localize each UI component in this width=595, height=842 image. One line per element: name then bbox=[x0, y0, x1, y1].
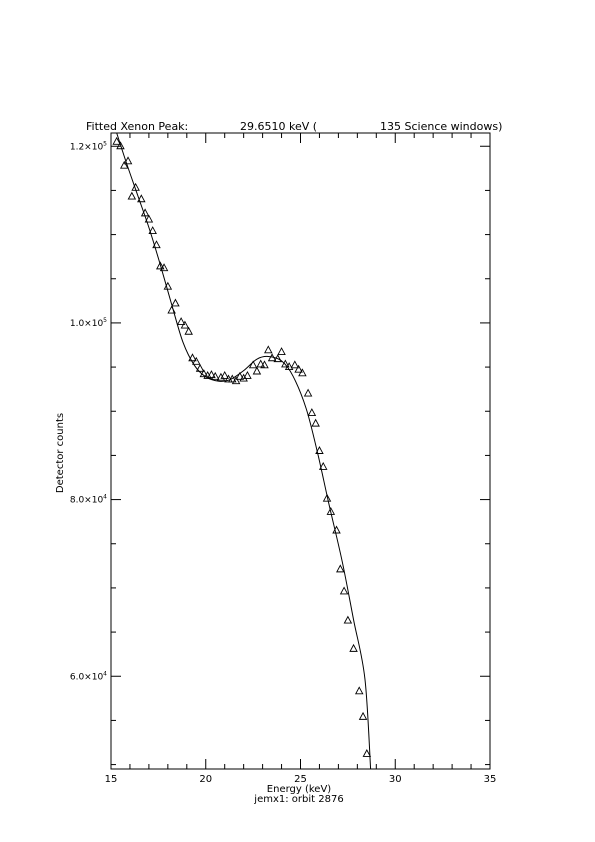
data-point-triangle bbox=[235, 371, 245, 380]
data-point-triangle bbox=[339, 586, 349, 595]
x-tick-label: 25 bbox=[294, 774, 307, 785]
data-point-triangle bbox=[140, 208, 150, 217]
y-tick-label: 1.2×105 bbox=[70, 140, 107, 152]
data-point-triangle bbox=[171, 298, 180, 307]
data-point-triangle bbox=[277, 347, 286, 356]
data-point-triangle bbox=[180, 320, 190, 329]
data-point-triangle bbox=[116, 141, 125, 150]
data-points-group bbox=[112, 136, 372, 757]
data-point-triangle bbox=[231, 376, 241, 385]
data-point-triangle bbox=[123, 156, 133, 165]
data-point-triangle bbox=[264, 345, 273, 354]
data-point-triangle bbox=[311, 418, 320, 427]
data-point-triangle bbox=[195, 363, 205, 372]
data-point-triangle bbox=[318, 461, 328, 470]
data-point-triangle bbox=[220, 370, 229, 379]
data-point-triangle bbox=[260, 360, 269, 369]
data-point-triangle bbox=[332, 525, 341, 534]
data-point-triangle bbox=[176, 317, 186, 325]
data-point-triangle bbox=[243, 370, 252, 379]
x-tick-label: 15 bbox=[105, 774, 118, 785]
data-point-triangle bbox=[290, 360, 300, 369]
data-point-triangle bbox=[152, 240, 161, 249]
plot-frame bbox=[110, 132, 491, 770]
data-point-triangle bbox=[167, 305, 176, 314]
x-tick-label: 30 bbox=[389, 774, 402, 785]
x-axis-ticks: 15 20 25 30 35 bbox=[105, 133, 497, 785]
data-point-triangle bbox=[148, 226, 157, 235]
data-point-triangle bbox=[199, 369, 209, 378]
data-point-triangle bbox=[207, 370, 216, 378]
data-point-triangle bbox=[127, 191, 137, 200]
data-point-triangle bbox=[248, 360, 258, 369]
data-point-triangle bbox=[112, 136, 121, 145]
y-tick-label: 1.0×105 bbox=[70, 317, 107, 329]
data-point-triangle bbox=[294, 364, 303, 373]
data-point-triangle bbox=[120, 160, 129, 169]
data-point-triangle bbox=[273, 354, 283, 363]
data-point-triangle bbox=[315, 446, 324, 454]
data-point-triangle bbox=[256, 359, 265, 368]
data-point-triangle bbox=[267, 353, 277, 362]
data-point-triangle bbox=[144, 214, 154, 223]
data-point-triangle bbox=[354, 686, 364, 695]
data-point-triangle bbox=[281, 359, 290, 368]
data-point-triangle bbox=[343, 615, 353, 624]
data-point-triangle bbox=[284, 362, 294, 371]
data-point-triangle bbox=[362, 749, 372, 757]
data-point-triangle bbox=[184, 326, 193, 335]
data-point-triangle bbox=[163, 281, 173, 290]
data-point-triangle bbox=[131, 182, 140, 191]
data-point-triangle bbox=[156, 261, 165, 270]
data-point-triangle bbox=[228, 374, 237, 383]
x-tick-label: 35 bbox=[484, 774, 497, 785]
data-point-triangle bbox=[326, 507, 336, 515]
fit-curve bbox=[116, 132, 372, 770]
y-axis-ticks: 6.0×104 8.0×104 1.0×105 1.2×105 bbox=[70, 140, 490, 766]
y-tick-label: 8.0×104 bbox=[70, 494, 107, 506]
chart-title-energy: 29.6510 keV ( bbox=[240, 120, 317, 133]
y-axis-label: Detector counts bbox=[55, 413, 66, 493]
chart-title-windows: 135 Science windows) bbox=[380, 120, 502, 133]
data-point-triangle bbox=[188, 353, 197, 362]
data-point-triangle bbox=[358, 711, 368, 720]
data-point-triangle bbox=[307, 408, 317, 416]
data-point-triangle bbox=[137, 194, 146, 203]
data-point-triangle bbox=[322, 493, 332, 502]
x-tick-label: 20 bbox=[199, 774, 212, 785]
fit-curve-group bbox=[116, 132, 372, 770]
data-point-triangle bbox=[252, 366, 262, 375]
data-point-triangle bbox=[192, 356, 201, 365]
data-point-triangle bbox=[298, 368, 307, 377]
data-point-triangle bbox=[210, 371, 220, 380]
y-tick-label: 6.0×104 bbox=[70, 670, 107, 682]
data-point-triangle bbox=[239, 373, 248, 382]
chart-title-prefix: Fitted Xenon Peak: bbox=[86, 120, 188, 133]
data-point-triangle bbox=[216, 372, 226, 381]
data-point-triangle bbox=[303, 388, 313, 397]
data-point-triangle bbox=[159, 263, 169, 272]
chart-subtitle: jemx1: orbit 2876 bbox=[253, 794, 343, 805]
x-axis-label: Energy (keV) bbox=[267, 784, 332, 795]
data-point-triangle bbox=[349, 643, 358, 652]
data-point-triangle bbox=[336, 564, 345, 573]
